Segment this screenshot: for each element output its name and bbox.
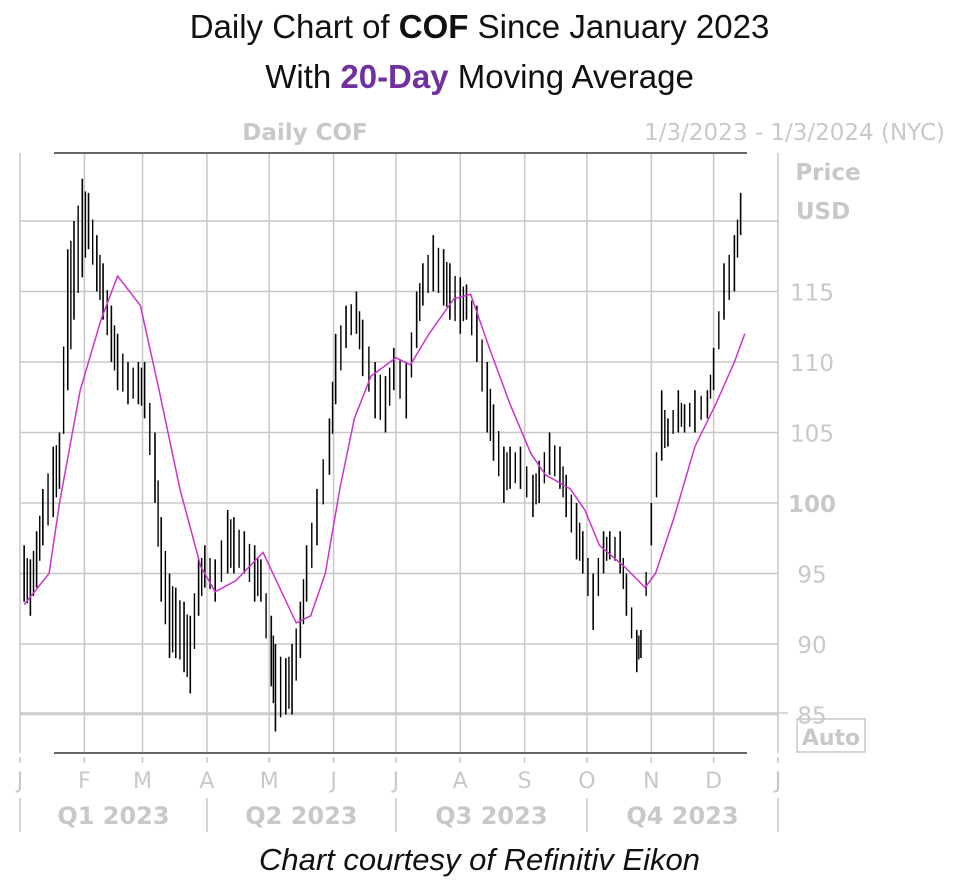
y-tick-label: 110 <box>790 351 834 377</box>
x-tick-label: J <box>328 769 337 794</box>
x-tick-label: J <box>391 769 400 794</box>
chart-header-range: 1/3/2023 - 1/3/2024 (NYC) <box>644 120 945 146</box>
quarter-label: Q1 2023 <box>57 802 169 830</box>
title-text: With <box>265 58 341 95</box>
x-tick-label: N <box>643 769 659 794</box>
chart-credit: Chart courtesy of Refinitiv Eikon <box>258 842 701 877</box>
quarter-label: Q2 2023 <box>245 802 357 830</box>
chart-title-line1: Daily Chart of COF Since January 2023 <box>0 8 959 46</box>
y-tick-label: 100 <box>788 492 836 518</box>
title-text: Since January 2023 <box>468 8 770 45</box>
auto-scale-label: Auto <box>802 726 860 751</box>
y-label-unit: USD <box>796 199 850 225</box>
y-tick-label: 95 <box>797 563 826 589</box>
quarter-label: Q3 2023 <box>435 802 547 830</box>
x-tick-label: J <box>773 769 782 794</box>
quarter-label: Q4 2023 <box>626 802 738 830</box>
auto-scale-button[interactable] <box>796 718 866 753</box>
x-tick-label: J <box>15 769 24 794</box>
ticker-text: COF <box>398 8 469 45</box>
y-tick-label: 115 <box>790 281 834 307</box>
x-tick-label: M <box>133 769 152 794</box>
chart-header-left: Daily COF <box>242 120 368 146</box>
x-tick-label: M <box>260 769 279 794</box>
y-tick-label: 90 <box>797 633 826 659</box>
x-tick-label: F <box>78 769 91 794</box>
x-tick-label: S <box>518 769 532 794</box>
y-tick-label: 105 <box>790 422 834 448</box>
x-tick-label: A <box>453 769 468 794</box>
moving-average-line <box>23 274 746 624</box>
title-text: Daily Chart of <box>189 8 399 45</box>
y-label-price: Price <box>795 160 860 186</box>
x-tick-label: O <box>578 769 595 794</box>
title-text: Moving Average <box>448 58 694 95</box>
y-tick-label: 85 <box>797 704 826 730</box>
x-tick-label: D <box>705 769 722 794</box>
chart-title-line2: With 20-Day Moving Average <box>0 58 959 96</box>
ma-period-text: 20-Day <box>340 58 449 95</box>
x-tick-label: A <box>199 769 214 794</box>
